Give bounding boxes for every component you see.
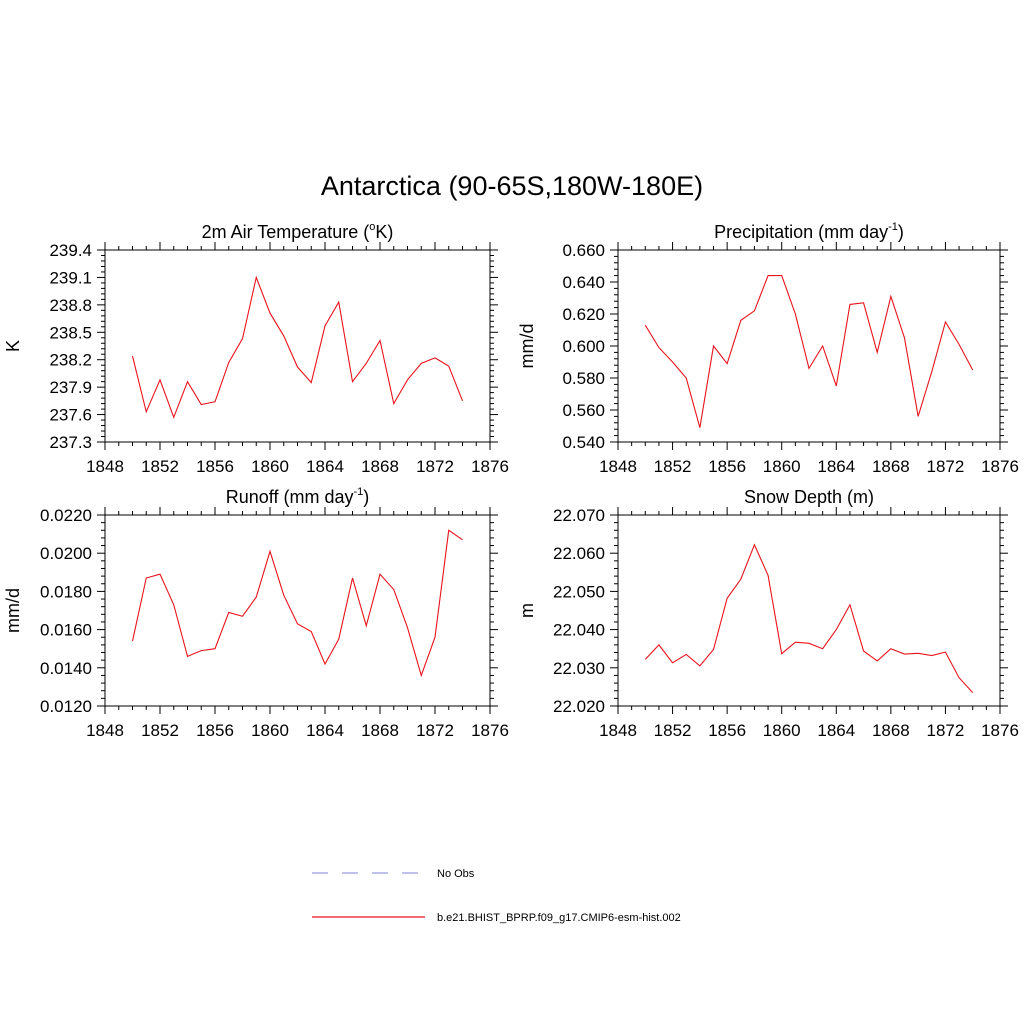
y-axis-label: K	[3, 340, 23, 352]
x-tick-label: 1860	[251, 457, 289, 476]
x-tick-label: 1872	[927, 721, 965, 740]
legend-item-1: No Obs	[312, 868, 475, 880]
y-tick-label: 238.8	[49, 296, 92, 315]
plot-frame	[104, 249, 491, 443]
x-tick-label: 1852	[654, 721, 692, 740]
y-axis-label: mm/d	[517, 324, 537, 369]
y-tick-label: 237.6	[49, 406, 92, 425]
x-tick-label: 1864	[306, 457, 344, 476]
x-tick-label: 1876	[471, 457, 509, 476]
x-tick-label: 1876	[471, 721, 509, 740]
plot-frame	[104, 514, 491, 707]
panel-title-text-end: )	[898, 222, 904, 242]
plot-frame	[617, 249, 1001, 443]
x-tick-label: 1852	[141, 457, 179, 476]
y-tick-label: 22.030	[553, 659, 605, 678]
y-tick-label: 0.540	[562, 433, 605, 452]
x-tick-label: 1848	[599, 457, 637, 476]
x-tick-label: 1872	[416, 721, 454, 740]
chart-panel-3: Runoff (mm day-1) 1848 1852 1856 1860 1864 186…	[3, 486, 509, 740]
y-tick-label: 239.4	[49, 241, 92, 260]
y-tick-label: 22.040	[553, 621, 605, 640]
y-tick-label: 22.050	[553, 582, 605, 601]
legend-label: No Obs	[437, 868, 475, 880]
x-tick-label: 1848	[86, 457, 124, 476]
y-axis-label: m	[517, 603, 537, 618]
x-tick-label: 1872	[416, 457, 454, 476]
panel-title: Runoff (mm day-1)	[226, 486, 370, 507]
panel-title-superscript: -1	[888, 221, 898, 233]
panel-title: Snow Depth (m)	[744, 487, 874, 507]
panel-title-text-end: )	[363, 487, 369, 507]
figure-title: Antarctica (90-65S,180W-180E)	[321, 171, 703, 201]
y-tick-label: 0.580	[562, 369, 605, 388]
y-tick-label: 0.640	[562, 273, 605, 292]
y-tick-label: 0.620	[562, 305, 605, 324]
x-tick-label: 1868	[361, 457, 399, 476]
chart-panels: 2m Air Temperature (oK)1848 1852 1856 1860 1…	[3, 221, 1019, 740]
x-tick-label: 1848	[599, 721, 637, 740]
panel-title-text: 2m Air Temperature (	[202, 222, 370, 242]
x-tick-label: 1860	[763, 457, 801, 476]
y-tick-label: 22.060	[553, 544, 605, 563]
chart-panel-1: 2m Air Temperature (oK) 1848 1852 1856 1860 1…	[3, 221, 509, 476]
y-tick-label: 0.0220	[40, 506, 92, 525]
panel-title-text: Snow Depth (m)	[744, 487, 874, 507]
x-tick-label: 1868	[872, 457, 910, 476]
x-tick-label: 1848	[86, 721, 124, 740]
x-tick-label: 1856	[196, 721, 234, 740]
y-tick-label: 238.2	[49, 351, 92, 370]
y-tick-label: 238.5	[49, 323, 92, 342]
x-tick-label: 1856	[708, 721, 746, 740]
x-tick-label: 1860	[251, 721, 289, 740]
y-tick-label: 0.0140	[40, 659, 92, 678]
series-line-1	[131, 529, 463, 678]
panel-title-superscript: o	[369, 221, 375, 233]
panel-title-text-end: K)	[375, 222, 393, 242]
y-tick-label: 0.0160	[40, 621, 92, 640]
legend-item-2: b.e21.BHIST_BPRP.f09_g17.CMIP6-esm-hist.…	[312, 912, 681, 924]
x-tick-label: 1860	[763, 721, 801, 740]
y-tick-label: 22.020	[553, 697, 605, 716]
chart-panel-2: Precipitation (mm day-1) 1848 1852 1856 1860…	[517, 221, 1019, 476]
legend: No Obs b.e21.BHIST_BPRP.f09_g17.CMIP6-esm…	[312, 868, 681, 924]
series-line-1	[131, 275, 464, 419]
panel-title: 2m Air Temperature (oK)	[202, 221, 394, 242]
y-tick-label: 237.9	[49, 378, 92, 397]
x-tick-label: 1852	[654, 457, 692, 476]
plot-frame	[617, 514, 1001, 707]
x-tick-label: 1876	[981, 721, 1019, 740]
chart-panel-4: Snow Depth (m) 1848 1852 1856 1860 1864 1868 18…	[517, 487, 1019, 740]
x-tick-label: 1852	[141, 721, 179, 740]
y-tick-label: 237.3	[49, 433, 92, 452]
y-tick-label: 0.0180	[40, 582, 92, 601]
panel-title-superscript: -1	[353, 486, 363, 498]
x-tick-label: 1876	[981, 457, 1019, 476]
x-tick-label: 1864	[817, 721, 855, 740]
y-tick-label: 0.0200	[40, 544, 92, 563]
y-tick-label: 0.660	[562, 241, 605, 260]
y-tick-label: 0.600	[562, 337, 605, 356]
panel-title: Precipitation (mm day-1)	[714, 221, 904, 242]
series-line-1	[644, 275, 974, 428]
y-tick-label: 0.0120	[40, 697, 92, 716]
y-tick-label: 0.560	[562, 401, 605, 420]
x-tick-label: 1868	[872, 721, 910, 740]
y-axis-label: mm/d	[3, 588, 23, 633]
x-tick-label: 1864	[306, 721, 344, 740]
panel-title-text: Precipitation (mm day	[714, 222, 888, 242]
legend-label: b.e21.BHIST_BPRP.f09_g17.CMIP6-esm-hist.…	[437, 912, 681, 924]
x-tick-label: 1856	[196, 457, 234, 476]
y-tick-label: 22.070	[553, 506, 605, 525]
x-tick-label: 1856	[708, 457, 746, 476]
x-tick-label: 1864	[817, 457, 855, 476]
panel-title-text: Runoff (mm day	[226, 487, 354, 507]
x-tick-label: 1872	[927, 457, 965, 476]
x-tick-label: 1868	[361, 721, 399, 740]
series-line-1	[644, 543, 974, 694]
y-tick-label: 239.1	[49, 268, 92, 287]
